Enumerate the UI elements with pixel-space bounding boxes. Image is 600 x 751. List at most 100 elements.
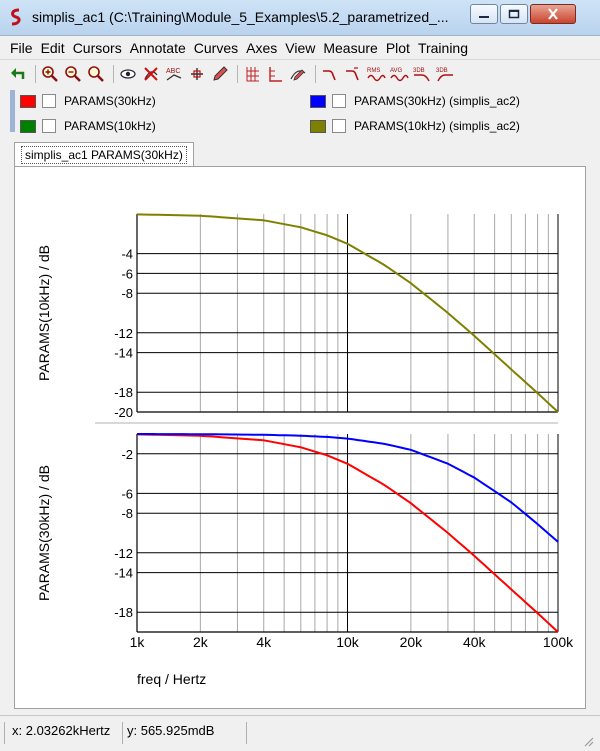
x-axis-label: freq / Hertz: [137, 671, 206, 687]
menu-measure[interactable]: Measure: [323, 39, 378, 56]
grid-icon: [246, 67, 259, 82]
undo-icon: [11, 68, 25, 79]
edit-icon: [213, 66, 228, 81]
axis-button[interactable]: [265, 64, 285, 84]
menu-annotate[interactable]: Annotate: [129, 39, 186, 56]
plot-svg[interactable]: -4 -6 -8 -12 -14 -18 -20 PARAMS(10kHz) / dB -2 -6…: [15, 167, 585, 708]
x-tick-label: 20k: [400, 634, 424, 650]
3db-highpass-button[interactable]: 3DB: [435, 64, 455, 84]
x-tick-label: 10k: [336, 634, 360, 650]
view-icon: [120, 69, 136, 79]
menu-bar: File Edit Cursors Annotate Curves Axes V…: [0, 36, 600, 60]
y-tick-label: -6: [121, 486, 133, 501]
minimize-button[interactable]: [470, 4, 498, 24]
legend-scrollbar[interactable]: [10, 90, 15, 132]
filter2-icon: [346, 67, 359, 81]
grid-button[interactable]: [242, 64, 262, 84]
legend-entry[interactable]: PARAMS(30kHz) (simplis_ac2): [310, 92, 520, 110]
toolbar: ABC RMS AVG 3DB 3DB: [0, 61, 600, 87]
legend-label: PARAMS(30kHz): [64, 94, 156, 108]
minimize-icon: [479, 16, 489, 18]
x-tick-label: 2k: [193, 634, 209, 650]
zoom-fit-button[interactable]: [86, 64, 106, 84]
status-separator: [4, 722, 5, 744]
menu-training[interactable]: Training: [417, 39, 468, 56]
legend-swatch: [310, 94, 326, 108]
undo-button[interactable]: [8, 64, 28, 84]
filter2-button[interactable]: [343, 64, 363, 84]
close-button[interactable]: [530, 4, 576, 24]
3db-button[interactable]: 3DB: [412, 64, 432, 84]
tab-label: simplis_ac1 PARAMS(30kHz): [21, 145, 187, 164]
resize-grip-icon[interactable]: [582, 735, 594, 747]
y-tick-label: -12: [114, 326, 133, 341]
legend-swatch: [20, 119, 36, 133]
delete-curve-button[interactable]: [141, 64, 161, 84]
y-tick-label: -14: [114, 346, 133, 361]
zoom-in-icon: [42, 66, 58, 82]
zoom-out-button[interactable]: [63, 64, 83, 84]
plot-area[interactable]: -4 -6 -8 -12 -14 -18 -20 PARAMS(10kHz) / dB -2 -6…: [14, 166, 586, 709]
avg-button[interactable]: AVG: [389, 64, 409, 84]
legend: PARAMS(30kHz) PARAMS(30kHz) (simplis_ac2…: [0, 88, 600, 136]
delete-curve-icon: [144, 67, 158, 81]
zoom-fit-icon: [88, 66, 104, 82]
y-tick-label: -2: [121, 447, 133, 462]
close-icon: [548, 8, 558, 20]
menu-axes[interactable]: Axes: [246, 39, 278, 56]
edit-button[interactable]: [210, 64, 230, 84]
svg-text:ABC: ABC: [166, 68, 180, 75]
y-axis-label: PARAMS(30kHz) / dB: [36, 465, 52, 601]
legend-entry[interactable]: PARAMS(10kHz): [20, 117, 156, 135]
toolbar-separator: [35, 65, 36, 83]
filter-icon: [323, 70, 336, 81]
menu-view[interactable]: View: [285, 39, 316, 56]
menu-edit[interactable]: Edit: [40, 39, 65, 56]
legend-entry[interactable]: PARAMS(10kHz) (simplis_ac2): [310, 117, 520, 135]
zoom-out-icon: [65, 66, 81, 82]
y-tick-label: -14: [114, 566, 133, 581]
legend-entry[interactable]: PARAMS(30kHz): [20, 92, 156, 110]
menu-plot[interactable]: Plot: [385, 39, 410, 56]
filter-button[interactable]: [320, 64, 340, 84]
legend-swatch: [310, 119, 326, 133]
edit-curve-button[interactable]: [288, 64, 308, 84]
view-button[interactable]: [118, 64, 138, 84]
legend-checkbox[interactable]: [332, 119, 346, 133]
menu-file[interactable]: File: [10, 39, 33, 56]
3db-label: 3DB: [436, 68, 448, 74]
legend-label: PARAMS(10kHz): [64, 119, 156, 133]
tab-plot[interactable]: simplis_ac1 PARAMS(30kHz): [14, 142, 194, 166]
cursor-button[interactable]: [187, 64, 207, 84]
menu-cursors[interactable]: Cursors: [72, 39, 122, 56]
legend-checkbox[interactable]: [332, 94, 346, 108]
avg-icon: AVG: [390, 68, 409, 82]
legend-swatch: [20, 94, 36, 108]
y-tick-label: -12: [114, 546, 133, 561]
abc-label-button[interactable]: ABC: [164, 64, 184, 84]
status-separator: [122, 722, 123, 744]
maximize-button[interactable]: [500, 4, 528, 24]
app-icon: [11, 8, 21, 26]
y-tick-label: -6: [121, 266, 133, 281]
rms-label: RMS: [367, 68, 380, 74]
x-readout: x: 2.03262kHertz: [12, 723, 111, 738]
x-tick-label: 40k: [463, 634, 487, 650]
legend-label: PARAMS(30kHz) (simplis_ac2): [354, 94, 520, 108]
abc-label-icon: ABC: [166, 68, 182, 81]
y-tick-label: -8: [121, 286, 133, 301]
toolbar-separator: [237, 65, 238, 83]
legend-checkbox[interactable]: [42, 119, 56, 133]
legend-label: PARAMS(10kHz) (simplis_ac2): [354, 119, 520, 133]
menu-curves[interactable]: Curves: [193, 39, 239, 56]
y-readout: y: 565.925mdB: [127, 723, 215, 738]
y-tick-label: -20: [114, 405, 133, 420]
legend-checkbox[interactable]: [42, 94, 56, 108]
zoom-in-button[interactable]: [40, 64, 60, 84]
axis-icon: [269, 67, 282, 82]
y-tick-label: -18: [114, 605, 133, 620]
rms-button[interactable]: RMS: [366, 64, 386, 84]
edit-curve-icon: [290, 69, 306, 81]
y-tick-label: -8: [121, 506, 133, 521]
series-line: [136, 213, 559, 413]
